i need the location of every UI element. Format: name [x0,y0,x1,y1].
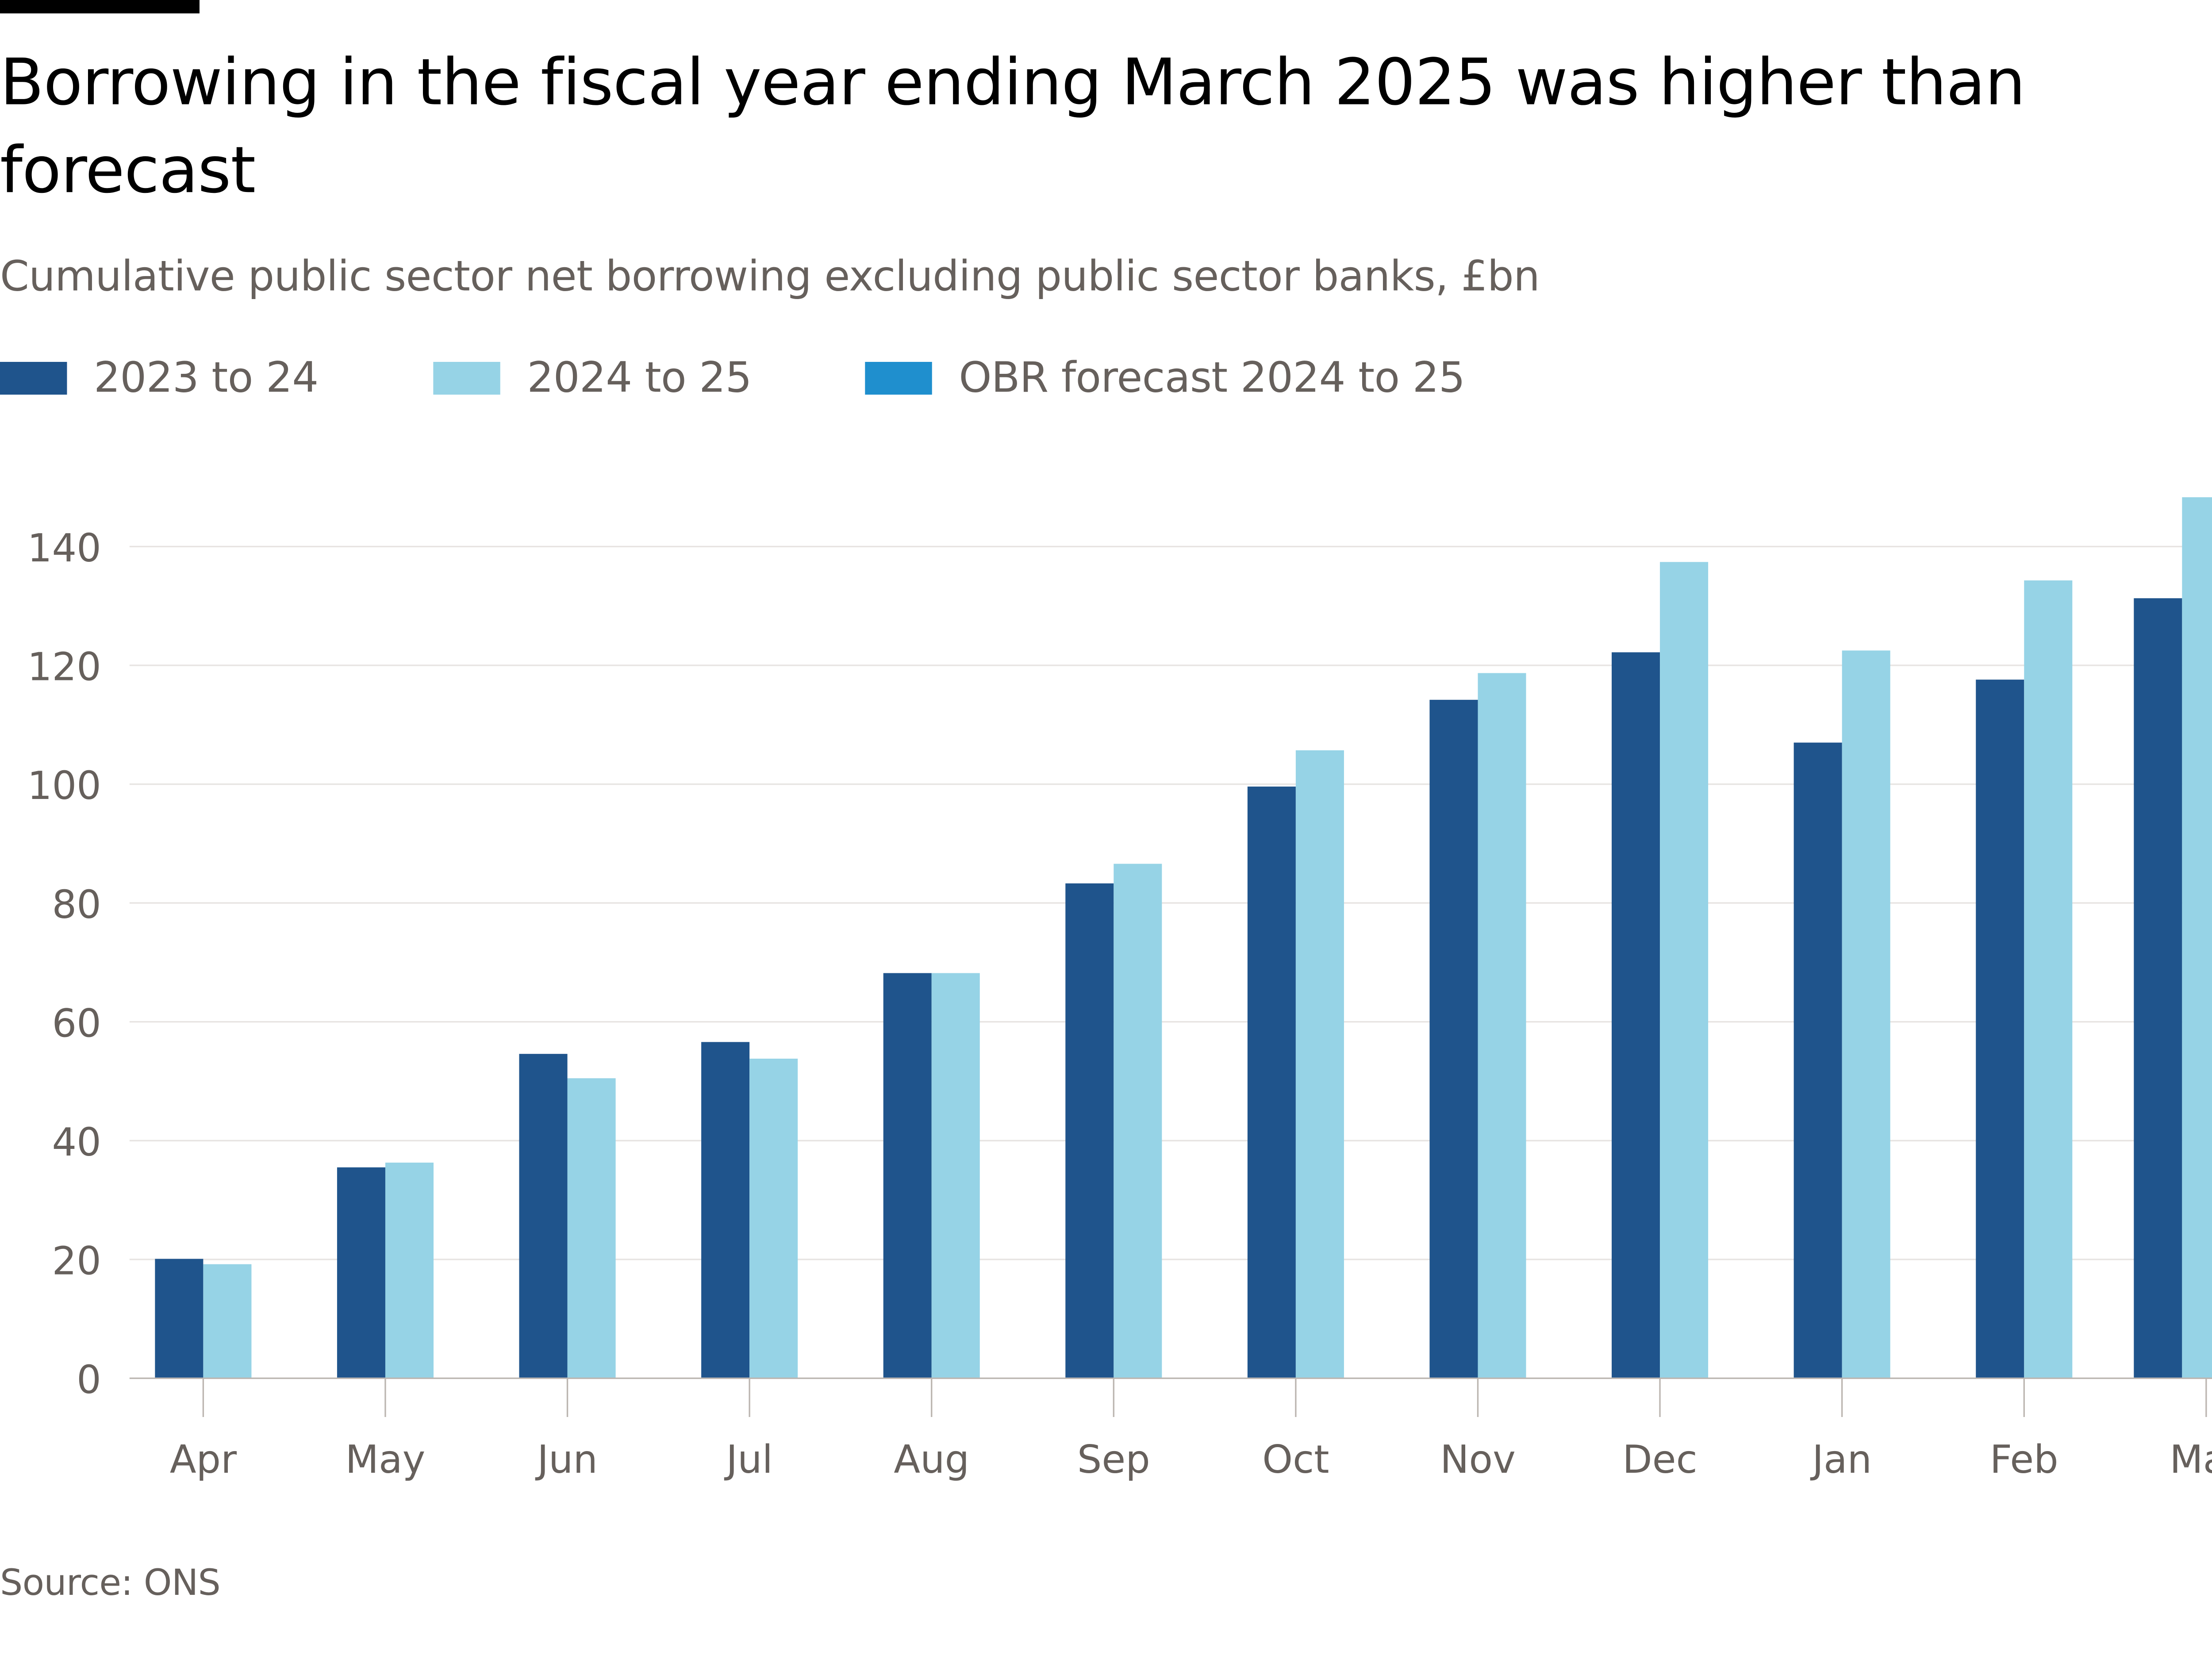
bar-2023-to-24-nov [1429,699,1478,1379]
y-tick-label-140: 140 [27,526,101,571]
y-tick-label-0: 0 [77,1357,101,1402]
x-tick-label-oct: Oct [1262,1437,1329,1482]
bar-2024-to-25-oct [1295,750,1344,1379]
legend-swatch-2023-to-24 [0,361,67,395]
x-tick-label-jan: Jan [1810,1437,1872,1482]
bar-2024-to-25-jun [567,1078,616,1379]
x-tick-label-mar: Mar [2170,1437,2212,1482]
legend-swatch-obr-forecast [865,361,932,395]
bar-2024-to-25-may [385,1162,434,1379]
bar-2023-to-24-dec [1612,652,1660,1379]
bar-2023-to-24-jul [701,1042,750,1379]
legend-label-obr-forecast: OBR forecast 2024 to 25 [959,353,1465,402]
legend-label-2023-to-24: 2023 to 24 [94,353,319,402]
chart-title: Borrowing in the fiscal year ending Marc… [0,46,2026,209]
y-tick-label-100: 100 [27,763,101,808]
bar-2024-to-25-sep [1114,864,1162,1379]
x-tick-label-nov: Nov [1440,1437,1516,1482]
bar-2024-to-25-nov [1478,673,1526,1379]
bar-2023-to-24-jun [519,1054,568,1379]
x-tick-label-jul: Jul [724,1437,773,1482]
y-tick-label-120: 120 [27,645,101,690]
x-tick-label-aug: Aug [894,1437,969,1482]
x-tick-label-dec: Dec [1622,1437,1697,1482]
x-tick-label-apr: Apr [170,1437,237,1482]
y-tick-label-40: 40 [52,1120,101,1165]
bar-2023-to-24-oct [1247,786,1296,1379]
x-tick-label-may: May [346,1437,426,1482]
bar-2023-to-24-mar [2134,598,2182,1379]
bar-2023-to-24-feb [1976,680,2024,1379]
y-tick-label-20: 20 [52,1238,101,1283]
bar-2024-to-25-dec [1660,562,1709,1379]
x-tick-label-jun: Jun [535,1437,598,1482]
bar-2024-to-25-feb [2024,580,2073,1379]
bar-2023-to-24-sep [1065,883,1114,1379]
bar-2024-to-25-aug [931,973,980,1379]
x-tick-label-sep: Sep [1077,1437,1150,1482]
chart-subtitle: Cumulative public sector net borrowing e… [0,251,1540,301]
y-tick-label-80: 80 [52,882,101,927]
bar-2024-to-25-jan [1842,650,1890,1379]
bar-2023-to-24-apr [155,1259,204,1379]
source-note: Source: ONS [0,1562,221,1604]
bar-2024-to-25-jul [749,1058,798,1379]
brand-bar [0,0,200,14]
legend-label-2024-to-25: 2024 to 25 [527,353,752,402]
bar-2024-to-25-apr [203,1264,252,1379]
x-tick-label-feb: Feb [1990,1437,2058,1482]
y-tick-label-60: 60 [52,1001,101,1046]
bar-2023-to-24-may [337,1167,385,1379]
legend-swatch-2024-to-25 [433,361,500,395]
bar-2024-to-25-mar [2182,497,2212,1379]
bar-2023-to-24-aug [883,973,932,1379]
bar-2023-to-24-jan [1793,742,1842,1379]
